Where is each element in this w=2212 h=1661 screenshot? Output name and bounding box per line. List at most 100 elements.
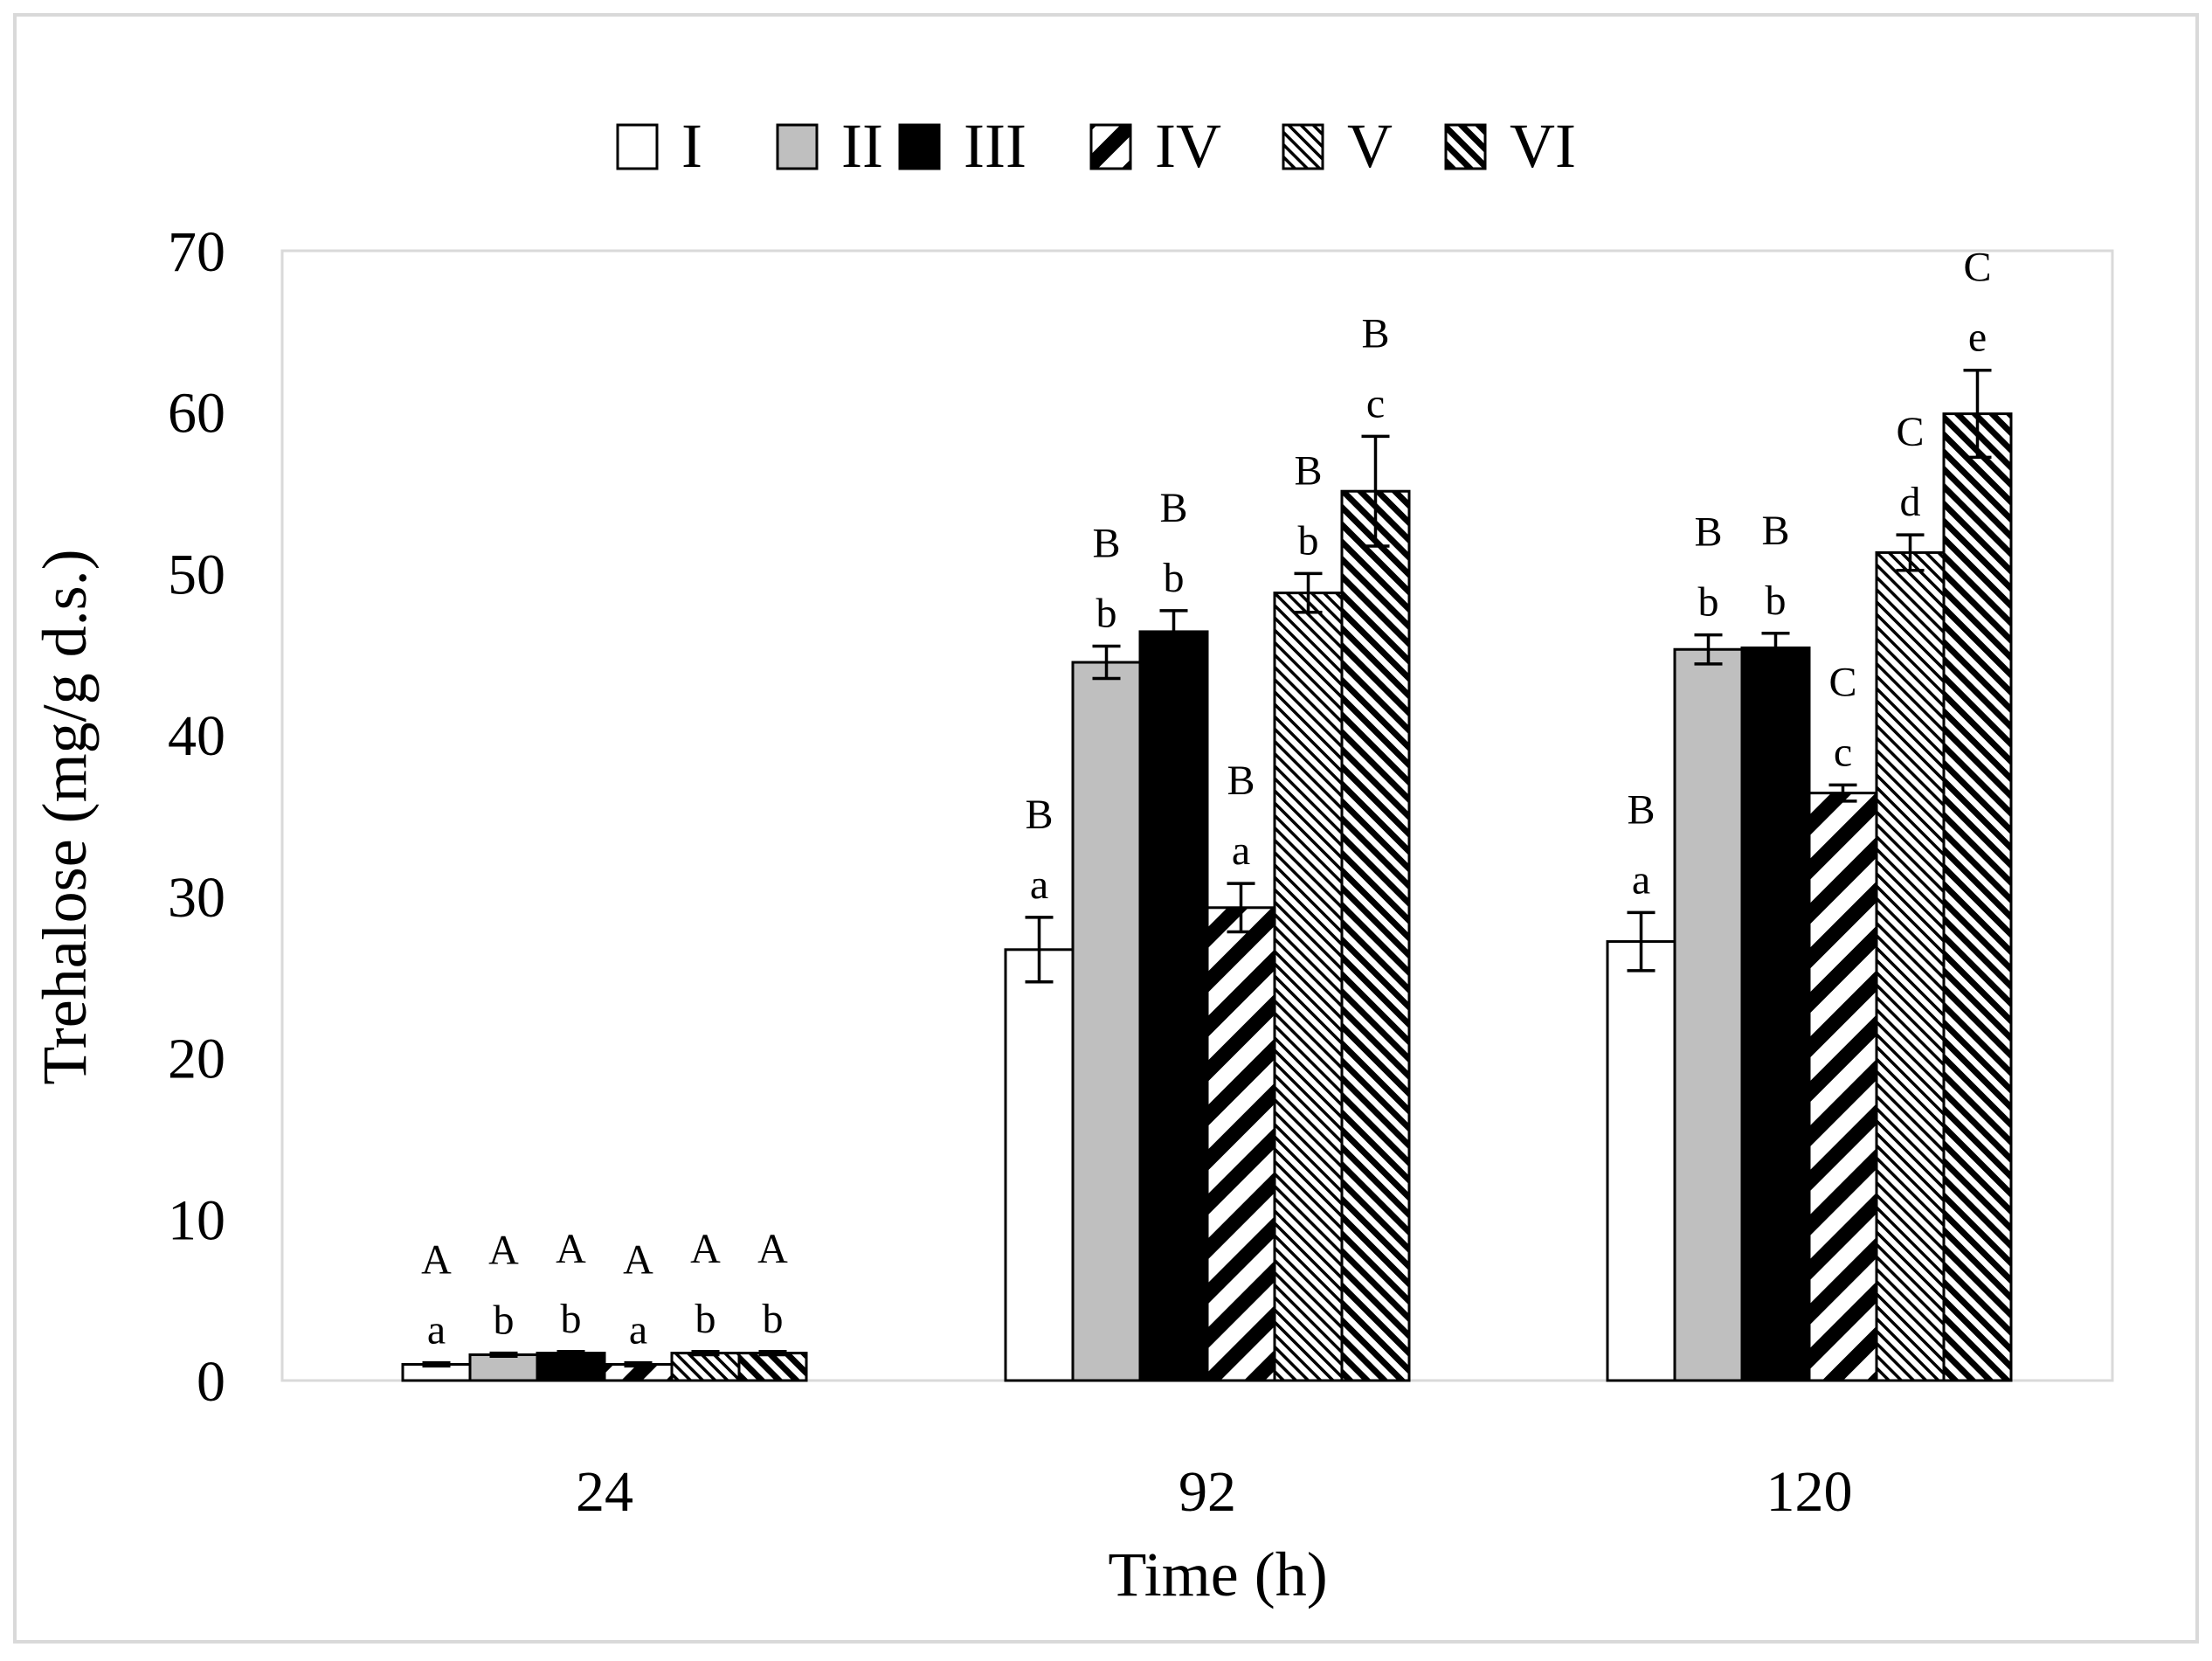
sig-label-lower: b	[763, 1296, 784, 1342]
sig-label-upper: C	[1963, 245, 1991, 291]
bar-III-92	[1138, 630, 1209, 1382]
error-bar-V-24	[691, 1350, 720, 1357]
error-bar-VI-120	[1963, 368, 1992, 460]
sig-label-upper: A	[421, 1237, 452, 1284]
sig-label-upper: B	[1227, 758, 1255, 804]
bars	[401, 412, 2013, 1382]
sig-label-upper: B	[1761, 508, 1789, 554]
sig-label-lower: b	[494, 1298, 515, 1344]
sig-label-upper: A	[488, 1228, 519, 1274]
legend-item-III: III	[898, 111, 1027, 181]
legend-swatch-II	[776, 123, 819, 170]
error-bar-I-120	[1627, 910, 1656, 972]
sig-label-lower: a	[629, 1307, 647, 1353]
y-tick-label: 10	[168, 1188, 225, 1252]
sig-label-upper: B	[1025, 792, 1053, 838]
bar-III-120	[1740, 646, 1811, 1382]
legend-item-V: V	[1282, 111, 1393, 181]
error-bar-V-92	[1294, 571, 1323, 614]
legend-label-II: II	[841, 111, 883, 181]
sig-label-lower: d	[1900, 479, 1921, 525]
sig-label-lower: a	[1232, 827, 1250, 874]
bar-II-24	[468, 1353, 539, 1382]
y-tick-label: 50	[168, 543, 225, 606]
sig-label-lower: a	[427, 1307, 446, 1353]
sig-label-lower: e	[1968, 315, 1987, 361]
sig-label-upper: A	[757, 1226, 788, 1272]
legend: I II III IV V VI	[616, 111, 1576, 181]
error-bar-II-120	[1694, 633, 1723, 666]
y-tick-label: 60	[168, 382, 225, 446]
bar-I-120	[1606, 940, 1676, 1382]
x-axis: 24 92 120	[576, 1460, 1853, 1524]
error-bar-II-24	[489, 1351, 518, 1359]
error-bar-IV-120	[1828, 783, 1857, 803]
y-tick-label: 30	[168, 866, 225, 930]
legend-swatch-V	[1282, 123, 1324, 170]
sig-label-lower: b	[1164, 555, 1185, 601]
legend-swatch-I	[616, 123, 659, 170]
sig-label-upper: B	[1294, 447, 1322, 494]
legend-item-VI: VI	[1444, 111, 1576, 181]
sig-label-lower: b	[695, 1296, 716, 1342]
error-bar-VI-92	[1361, 434, 1390, 548]
error-bar-III-120	[1761, 632, 1790, 664]
bar-VI-24	[737, 1352, 808, 1382]
sig-label-lower: c	[1366, 380, 1385, 426]
sig-label-upper: B	[1092, 521, 1120, 567]
legend-item-I: I	[616, 111, 702, 181]
y-tick-label: 20	[168, 1028, 225, 1091]
bar-III-24	[536, 1352, 606, 1382]
error-bar-II-92	[1092, 644, 1121, 681]
y-tick-label: 70	[168, 220, 225, 284]
error-bar-I-24	[422, 1360, 451, 1368]
sig-label-lower: b	[1298, 517, 1319, 564]
bar-IV-120	[1808, 792, 1878, 1382]
legend-label-IV: IV	[1155, 111, 1221, 181]
error-bar-III-24	[556, 1350, 585, 1357]
sig-label-upper: B	[1361, 310, 1389, 356]
x-axis-title: Time (h)	[1108, 1540, 1327, 1609]
bar-V-120	[1875, 550, 1946, 1382]
x-tick-label: 24	[576, 1460, 633, 1524]
bar-VI-120	[1942, 412, 2013, 1382]
sig-label-lower: b	[1698, 579, 1719, 626]
bar-V-92	[1273, 592, 1344, 1382]
y-tick-label: 40	[168, 704, 225, 768]
bar-IV-92	[1206, 906, 1276, 1382]
error-bar-I-92	[1025, 916, 1054, 984]
error-bar-VI-24	[758, 1350, 787, 1357]
legend-swatch-III	[898, 123, 941, 170]
error-bar-IV-92	[1227, 882, 1255, 934]
sig-label-upper: A	[623, 1237, 653, 1284]
error-bar-IV-24	[624, 1360, 653, 1368]
legend-item-IV: IV	[1089, 111, 1221, 181]
x-tick-label: 92	[1179, 1460, 1236, 1524]
sig-label-upper: B	[1694, 509, 1722, 556]
sig-label-lower: b	[1766, 578, 1787, 624]
sig-label-lower: b	[1096, 591, 1117, 637]
error-bar-III-92	[1159, 609, 1188, 654]
sig-label-upper: C	[1828, 659, 1856, 705]
legend-label-I: I	[681, 111, 702, 181]
sig-label-lower: a	[1632, 856, 1650, 903]
legend-label-III: III	[964, 111, 1027, 181]
y-axis-title: Trehalose (mg/g d.s.)	[30, 549, 100, 1084]
bar-II-120	[1673, 647, 1744, 1382]
legend-swatch-VI	[1444, 123, 1487, 170]
legend-swatch-IV	[1089, 123, 1132, 170]
legend-label-V: V	[1347, 111, 1393, 181]
bar-II-92	[1071, 661, 1142, 1382]
legend-label-VI: VI	[1510, 111, 1576, 181]
legend-item-II: II	[776, 111, 883, 181]
sig-label-lower: a	[1030, 862, 1048, 908]
sig-label-upper: B	[1627, 786, 1655, 833]
sig-label-lower: b	[561, 1296, 582, 1342]
sig-label-upper: C	[1896, 409, 1924, 455]
bar-I-92	[1004, 948, 1075, 1382]
sig-label-upper: A	[690, 1226, 721, 1272]
sig-label-upper: B	[1159, 485, 1187, 531]
sig-label-lower: c	[1834, 729, 1852, 775]
